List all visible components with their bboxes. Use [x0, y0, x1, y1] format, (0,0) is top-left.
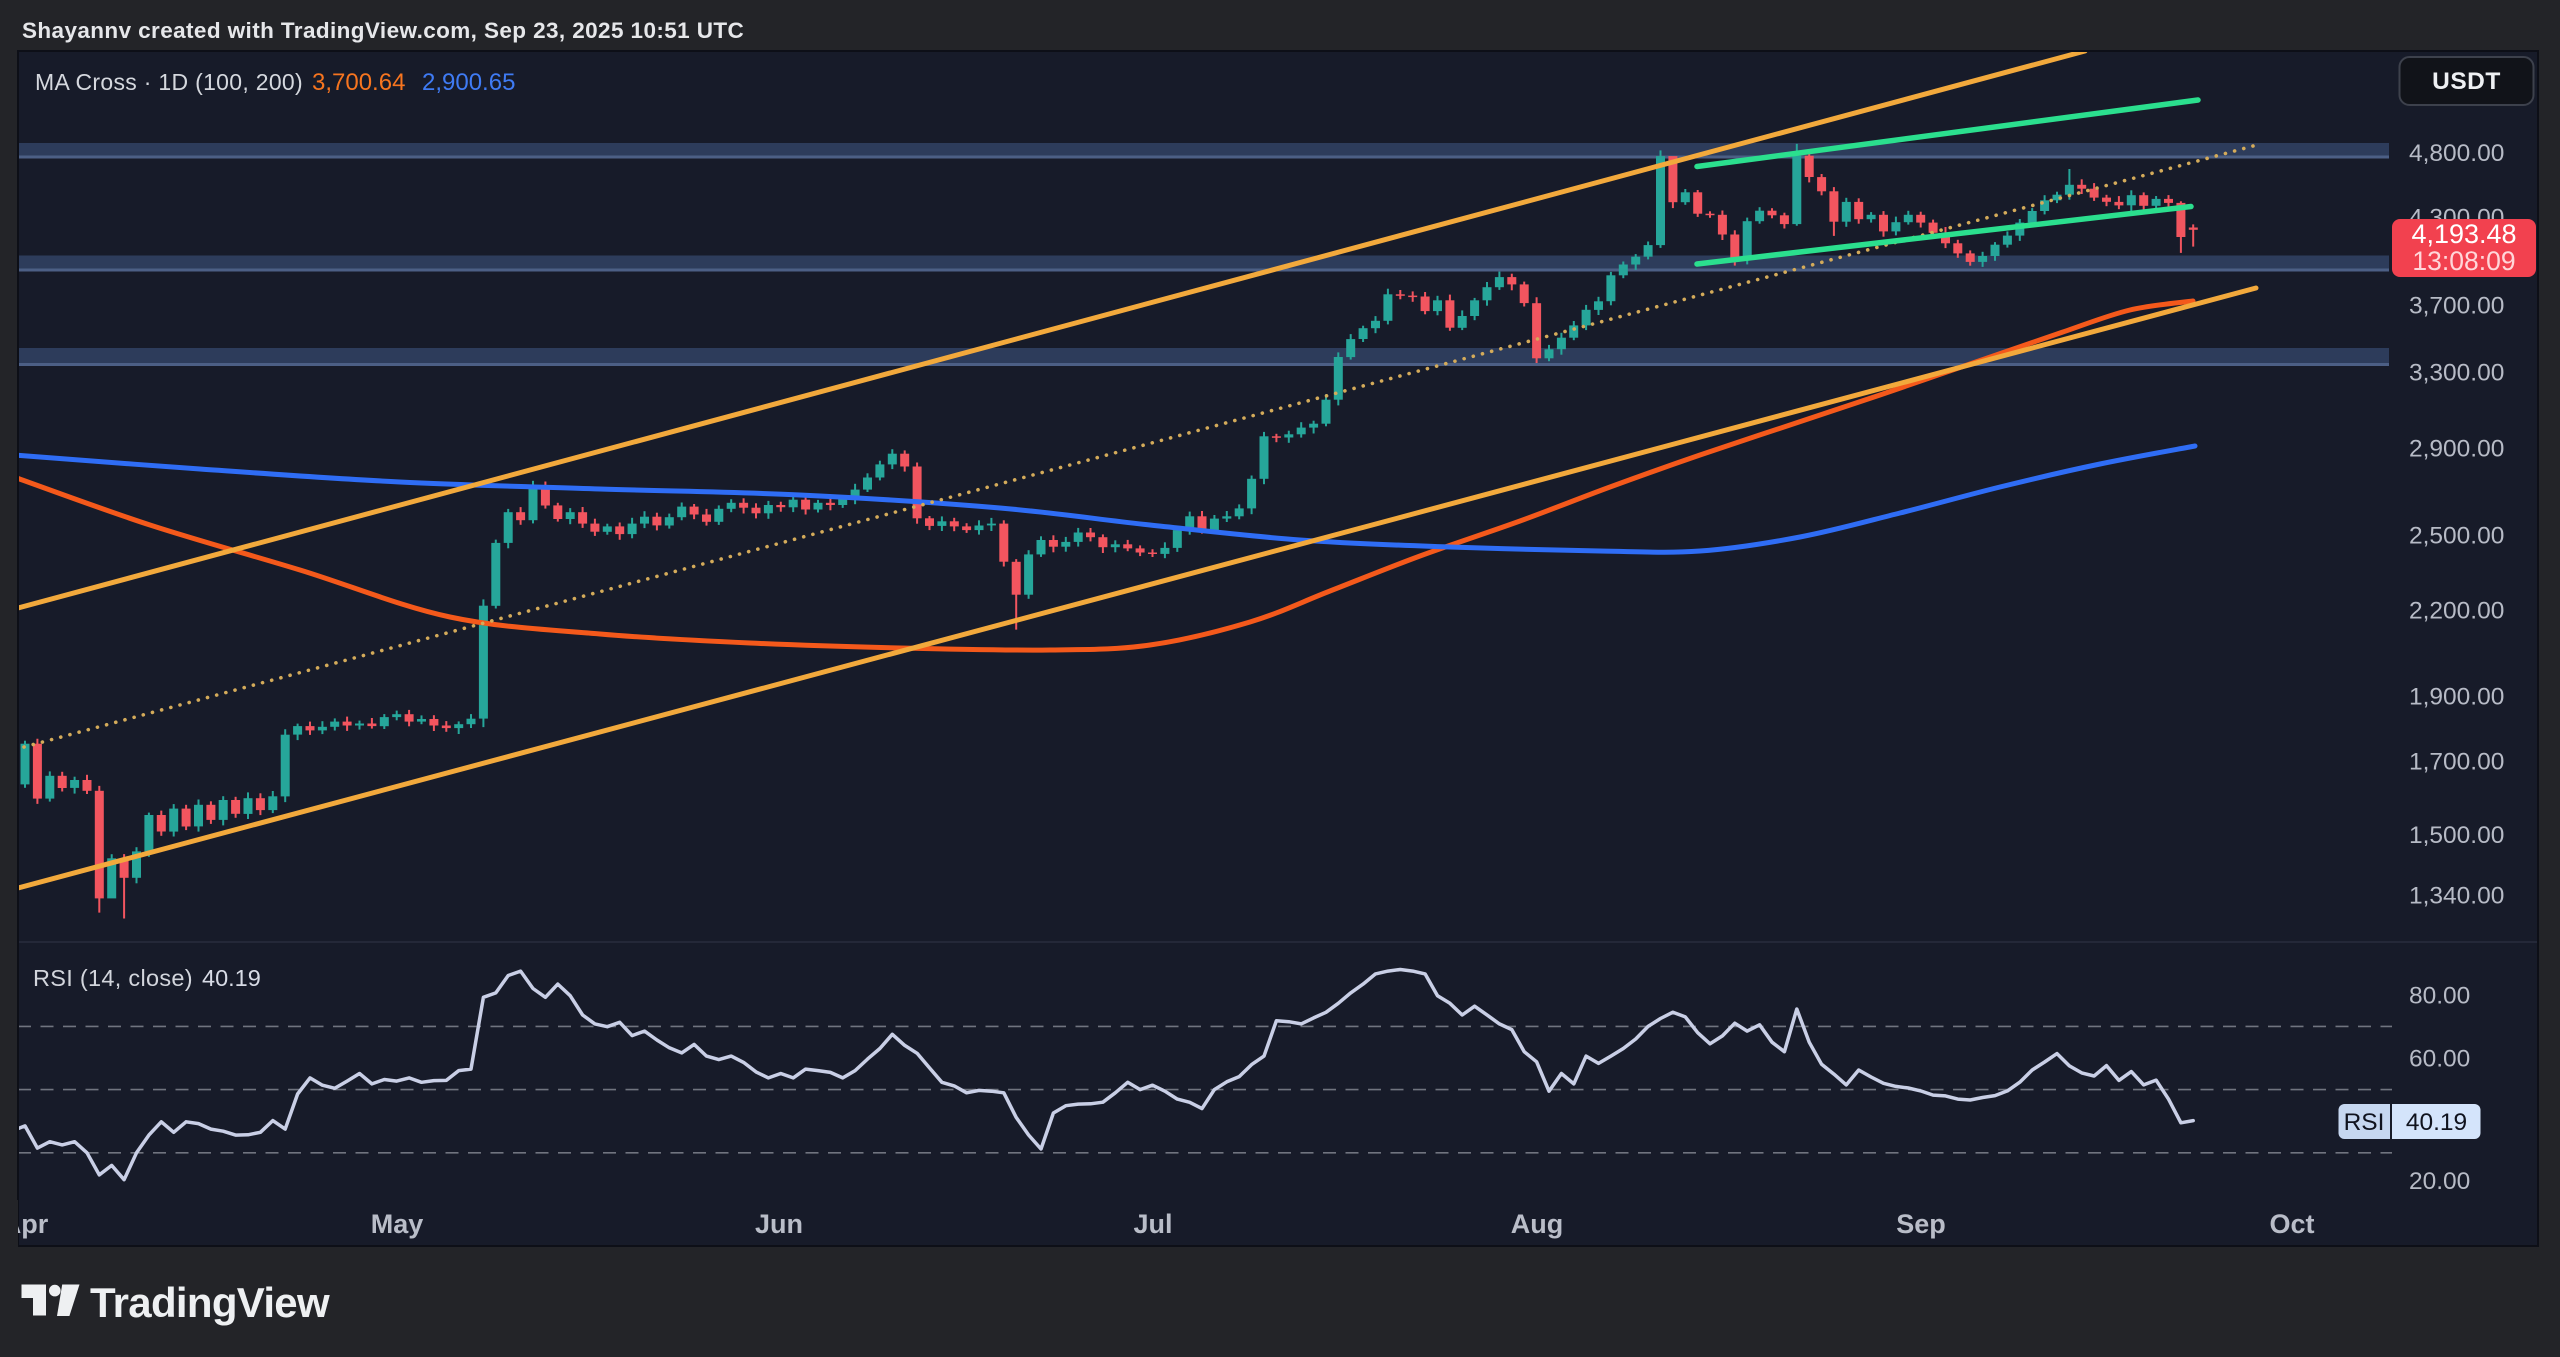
svg-text:20.00: 20.00: [2409, 1168, 2470, 1195]
svg-text:40.19: 40.19: [2406, 1109, 2467, 1136]
svg-text:RSI (14, close): RSI (14, close): [33, 965, 193, 991]
svg-text:Jun: Jun: [755, 1209, 803, 1239]
svg-text:3,700.64: 3,700.64: [312, 69, 405, 96]
svg-text:Sep: Sep: [1896, 1209, 1946, 1239]
svg-text:Jul: Jul: [1133, 1209, 1172, 1239]
svg-text:1,900.00: 1,900.00: [2409, 683, 2504, 710]
svg-text:60.00: 60.00: [2409, 1046, 2470, 1073]
svg-text:4,800.00: 4,800.00: [2409, 140, 2504, 167]
svg-text:2,200.00: 2,200.00: [2409, 597, 2504, 624]
svg-text:RSI: RSI: [2344, 1109, 2385, 1136]
svg-text:13:08:09: 13:08:09: [2412, 246, 2515, 276]
svg-text:Oct: Oct: [2269, 1209, 2314, 1239]
svg-text:1,700.00: 1,700.00: [2409, 749, 2504, 776]
svg-text:1,500.00: 1,500.00: [2409, 822, 2504, 849]
svg-text:2,500.00: 2,500.00: [2409, 522, 2504, 549]
svg-text:TradingView: TradingView: [90, 1279, 330, 1326]
svg-text:USDT: USDT: [2432, 68, 2501, 95]
svg-text:2,900.00: 2,900.00: [2409, 435, 2504, 462]
svg-text:MA Cross · 1D (100, 200): MA Cross · 1D (100, 200): [35, 69, 303, 95]
svg-text:4,193.48: 4,193.48: [2411, 219, 2516, 249]
svg-text:3,300.00: 3,300.00: [2409, 360, 2504, 387]
svg-text:1,340.00: 1,340.00: [2409, 883, 2504, 910]
svg-text:40.19: 40.19: [202, 965, 261, 991]
svg-text:80.00: 80.00: [2409, 983, 2470, 1010]
svg-text:May: May: [371, 1209, 424, 1239]
svg-text:Shayannv created with TradingV: Shayannv created with TradingView.com, S…: [22, 18, 744, 43]
svg-text:2,900.65: 2,900.65: [422, 69, 515, 96]
svg-text:3,700.00: 3,700.00: [2409, 293, 2504, 320]
svg-text:Aug: Aug: [1511, 1209, 1563, 1239]
